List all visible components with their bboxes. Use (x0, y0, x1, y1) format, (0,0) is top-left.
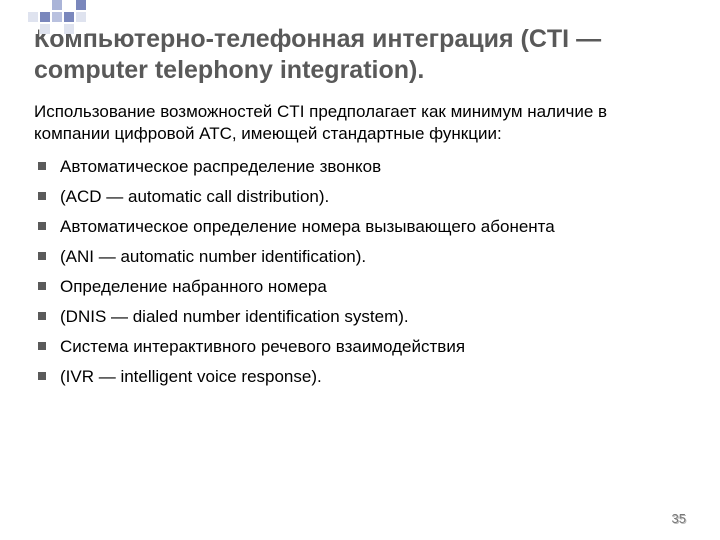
list-item: Автоматическое определение номера вызыва… (38, 216, 686, 239)
list-item: Автоматическое распределение звонков (38, 156, 686, 179)
list-item: Система интерактивного речевого взаимоде… (38, 336, 686, 359)
decoration-square (76, 24, 86, 34)
decoration-square (52, 24, 62, 34)
decoration-square (64, 0, 74, 10)
slide-content: Компьютерно-телефонная интеграция (CTI —… (0, 0, 720, 389)
list-item: (ANI — automatic number identification). (38, 246, 686, 269)
bullet-list: Автоматическое распределение звонков (ACD… (34, 156, 686, 389)
decoration-square (64, 24, 74, 34)
decoration-square (52, 0, 62, 10)
list-item: (DNIS — dialed number identification sys… (38, 306, 686, 329)
list-item: Определение набранного номера (38, 276, 686, 299)
decoration-square (76, 12, 86, 22)
page-number: 35 35 (672, 511, 686, 526)
decoration-square (40, 0, 50, 10)
decoration-square (40, 24, 50, 34)
lead-paragraph: Использование возможностей CTI предполаг… (34, 101, 686, 147)
slide-title: Компьютерно-телефонная интеграция (CTI —… (34, 24, 686, 87)
decoration-square (28, 12, 38, 22)
corner-decoration (28, 0, 86, 34)
page-number-text: 35 (672, 511, 686, 526)
decoration-square (64, 12, 74, 22)
decoration-square (52, 12, 62, 22)
decoration-square (28, 0, 38, 10)
list-item: (IVR — intelligent voice response). (38, 366, 686, 389)
decoration-square (76, 0, 86, 10)
decoration-square (40, 12, 50, 22)
decoration-square (28, 24, 38, 34)
list-item: (ACD — automatic call distribution). (38, 186, 686, 209)
